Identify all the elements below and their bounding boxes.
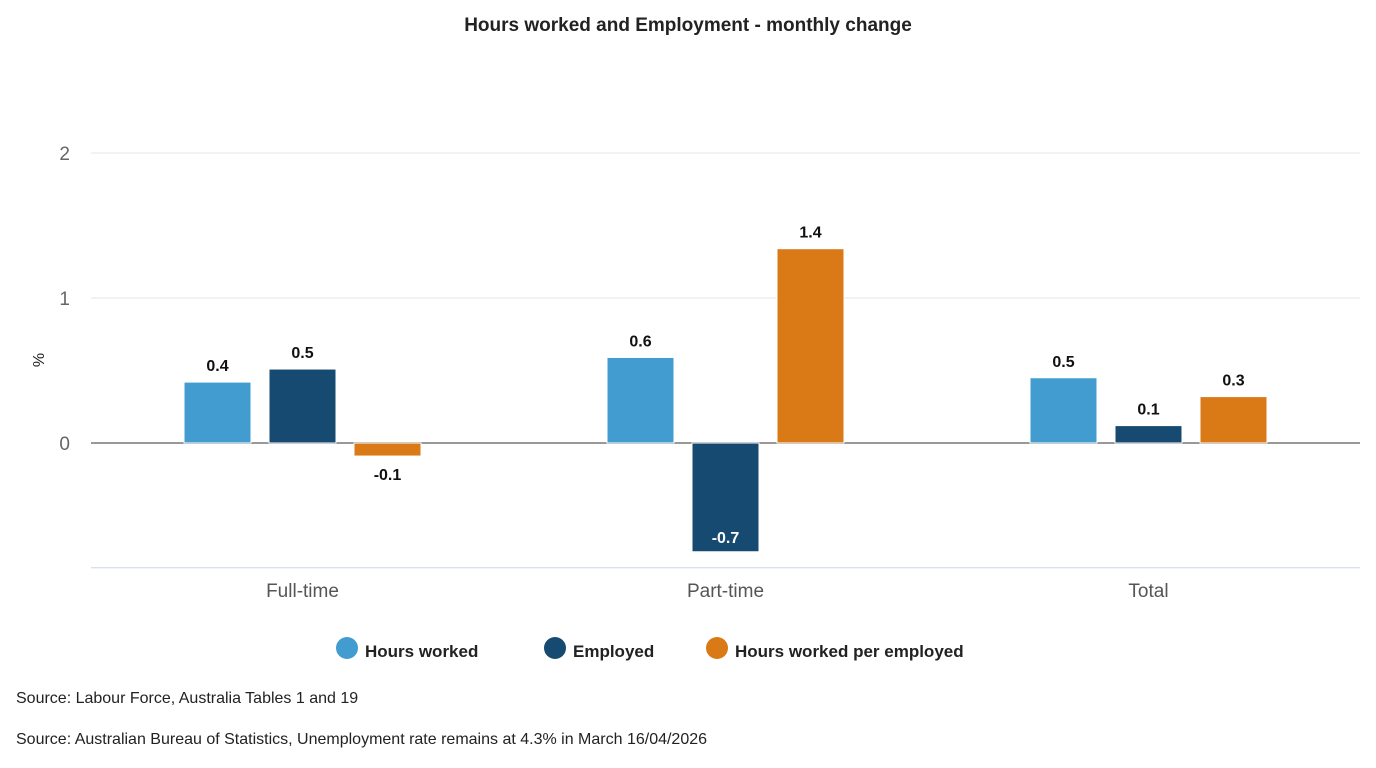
legend-item: Hours worked: [365, 642, 478, 661]
source-note-1: Source: Labour Force, Australia Tables 1…: [16, 690, 359, 707]
legend-marker: [544, 637, 566, 659]
bar: [183, 381, 252, 444]
y-tick-label: 1: [59, 289, 70, 310]
legend-item: Hours worked per employed: [735, 642, 964, 661]
y-axis-label: %: [31, 353, 48, 367]
data-label: 1.4: [799, 225, 821, 242]
data-label: -0.1: [374, 467, 402, 484]
bar: [353, 442, 422, 457]
bar: [1199, 396, 1268, 444]
bar: [268, 368, 337, 444]
bar: [776, 248, 845, 444]
x-tick-label: Part-time: [687, 581, 764, 602]
data-label: 0.6: [629, 333, 651, 350]
bar: [606, 356, 675, 444]
data-label: 0.5: [1052, 354, 1074, 371]
legend-marker: [706, 637, 728, 659]
bar: [1114, 425, 1183, 444]
legend-item: Employed: [573, 642, 654, 661]
bar: [691, 442, 760, 553]
data-label: -0.7: [712, 530, 740, 547]
data-label: 0.1: [1137, 402, 1159, 419]
x-tick-label: Total: [1128, 581, 1168, 602]
x-tick-label: Full-time: [266, 581, 339, 602]
data-label: 0.3: [1222, 373, 1244, 390]
data-label: 0.4: [206, 358, 228, 375]
chart-title: Hours worked and Employment - monthly ch…: [464, 15, 912, 36]
y-tick-label: 2: [59, 144, 70, 165]
y-tick-label: 0: [59, 434, 70, 455]
source-note-2: Source: Australian Bureau of Statistics,…: [16, 731, 708, 748]
bar: [1029, 377, 1098, 444]
data-label: 0.5: [291, 345, 313, 362]
legend-marker: [336, 637, 358, 659]
